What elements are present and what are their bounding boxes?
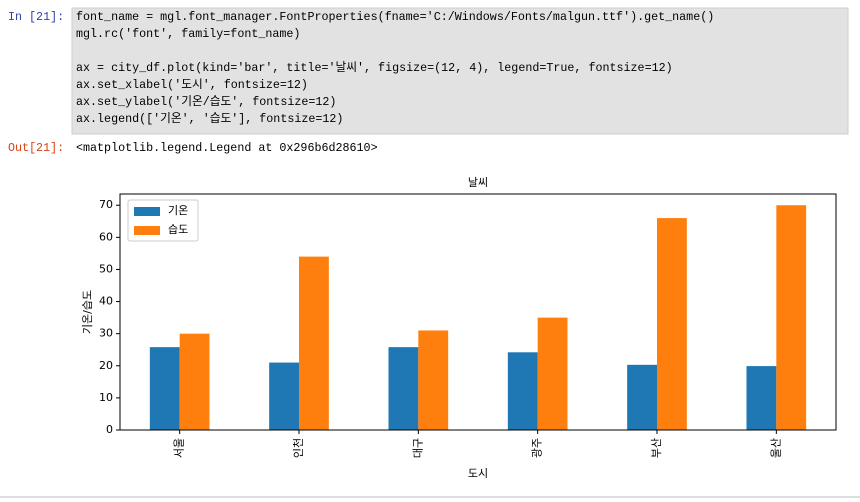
y-tick-label: 20 bbox=[99, 359, 113, 372]
x-axis-label: 도시 bbox=[468, 467, 488, 480]
bar bbox=[179, 333, 210, 430]
y-tick-label: 70 bbox=[99, 198, 113, 211]
bar bbox=[507, 352, 538, 430]
bar bbox=[746, 366, 777, 430]
bar bbox=[537, 317, 568, 430]
code-line: ax.set_xlabel('도시', fontsize=12) bbox=[76, 78, 308, 92]
code-line: ax.set_ylabel('기온/습도', fontsize=12) bbox=[76, 95, 336, 109]
legend-label: 습도 bbox=[168, 223, 188, 236]
bar bbox=[299, 256, 329, 430]
bar bbox=[149, 347, 180, 430]
y-axis-label: 기온/습도 bbox=[81, 290, 94, 334]
in-prompt: In [21]: bbox=[8, 10, 64, 24]
y-tick-label: 30 bbox=[99, 327, 113, 340]
bar bbox=[418, 330, 449, 430]
x-tick-label: 광주 bbox=[531, 438, 544, 458]
y-tick-label: 40 bbox=[99, 295, 113, 308]
bar bbox=[388, 347, 419, 430]
output-text: <matplotlib.legend.Legend at 0x296b6d286… bbox=[76, 141, 378, 155]
bar bbox=[627, 364, 657, 430]
y-tick-label: 0 bbox=[106, 423, 113, 436]
y-tick-label: 60 bbox=[99, 230, 113, 243]
x-tick-label: 인천 bbox=[291, 438, 305, 458]
legend-swatch bbox=[134, 207, 160, 216]
legend-label: 기온 bbox=[168, 204, 188, 217]
bar bbox=[657, 218, 687, 430]
x-tick-label: 대구 bbox=[411, 438, 424, 458]
bar bbox=[776, 205, 807, 430]
x-tick-label: 서울 bbox=[173, 438, 186, 458]
y-tick-label: 50 bbox=[99, 262, 113, 275]
code-line: ax.legend(['기온', '습도'], fontsize=12) bbox=[76, 112, 343, 126]
chart-title: 날씨 bbox=[468, 176, 488, 189]
plot-frame bbox=[119, 193, 837, 431]
out-prompt: Out[21]: bbox=[8, 141, 64, 155]
legend-swatch bbox=[134, 226, 160, 235]
code-line: ax = city_df.plot(kind='bar', title='날씨'… bbox=[76, 61, 673, 75]
y-tick-label: 10 bbox=[99, 391, 113, 404]
x-tick-label: 울산 bbox=[769, 438, 782, 458]
code-cell[interactable] bbox=[71, 7, 849, 135]
bar bbox=[269, 362, 299, 430]
code-line: mgl.rc('font', family=font_name) bbox=[76, 27, 300, 41]
x-tick-label: 부산 bbox=[650, 438, 663, 458]
code-line: font_name = mgl.font_manager.FontPropert… bbox=[76, 10, 714, 24]
